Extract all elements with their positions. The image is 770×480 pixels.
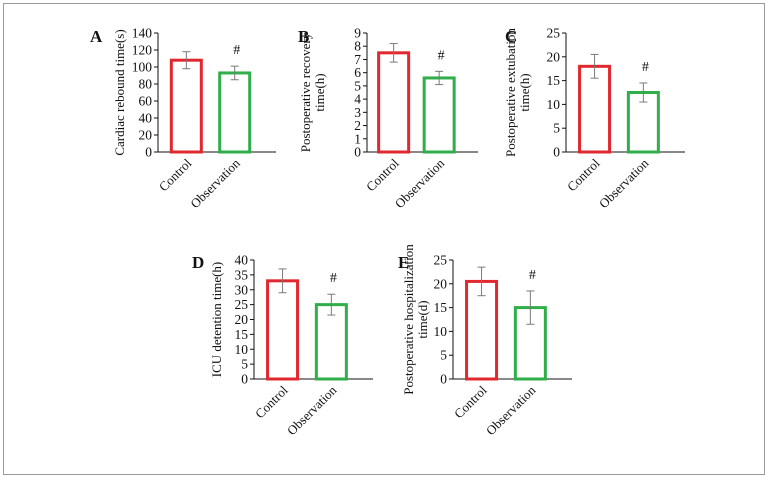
y-tick-label: 20 bbox=[547, 49, 561, 64]
bar-observation bbox=[314, 303, 348, 381]
bar-control bbox=[377, 51, 411, 154]
y-tick-label: 15 bbox=[235, 327, 249, 342]
y-axis-label: Postoperative extubation bbox=[503, 28, 518, 157]
bar-control bbox=[169, 58, 203, 154]
y-tick-label: 15 bbox=[434, 300, 448, 315]
chart-panel-c: C 0 5 10 15 20 25 Postoperative extubation time(… bbox=[503, 26, 685, 211]
x-category-label: Control bbox=[156, 155, 195, 194]
y-axis-label: Postoperative recovery bbox=[298, 32, 313, 152]
panel-letter: B bbox=[298, 27, 309, 46]
bar-observation bbox=[218, 71, 252, 154]
y-tick-label: 1 bbox=[354, 131, 361, 146]
y-tick-label: 20 bbox=[139, 128, 153, 143]
y-tick-label: 3 bbox=[354, 105, 361, 120]
y-tick-label: 25 bbox=[235, 297, 249, 312]
y-tick-label: 30 bbox=[235, 282, 249, 297]
y-tick-label: 10 bbox=[547, 97, 561, 112]
y-tick-label: 0 bbox=[145, 145, 152, 160]
bar-control bbox=[465, 279, 499, 381]
y-tick-label: 0 bbox=[354, 145, 361, 160]
y-tick-label: 9 bbox=[354, 26, 361, 41]
y-axis-label: Cardiac rebound time(s) bbox=[112, 29, 127, 155]
y-axis-label: time(h) bbox=[312, 73, 327, 111]
y-tick-label: 10 bbox=[434, 324, 448, 339]
y-tick-label: 7 bbox=[354, 52, 361, 67]
significance-marker: # bbox=[529, 268, 536, 283]
bar-control bbox=[578, 64, 612, 154]
y-tick-label: 5 bbox=[553, 121, 560, 136]
x-category-label: Control bbox=[363, 155, 402, 194]
y-tick-label: 10 bbox=[235, 342, 249, 357]
y-axis-label: time(d) bbox=[415, 300, 430, 338]
y-tick-label: 40 bbox=[235, 253, 249, 268]
y-tick-label: 140 bbox=[132, 26, 153, 41]
y-tick-label: 5 bbox=[241, 357, 248, 372]
y-tick-label: 0 bbox=[553, 145, 560, 160]
y-tick-label: 15 bbox=[547, 73, 561, 88]
panel-letter: E bbox=[398, 253, 409, 272]
figure-frame bbox=[3, 3, 765, 475]
y-tick-label: 100 bbox=[132, 60, 153, 75]
y-tick-label: 60 bbox=[139, 94, 153, 109]
x-category-label: Observation bbox=[284, 382, 340, 438]
x-category-label: Control bbox=[564, 155, 603, 194]
y-axis-label: Postoperative hospitalization bbox=[401, 244, 416, 395]
y-tick-label: 2 bbox=[354, 118, 361, 133]
y-tick-label: 0 bbox=[440, 372, 447, 387]
y-tick-label: 40 bbox=[139, 111, 153, 126]
panel-letter: C bbox=[505, 27, 517, 46]
significance-marker: # bbox=[233, 43, 240, 58]
y-tick-label: 20 bbox=[434, 276, 448, 291]
chart-panel-e: E 0 5 10 15 20 25 Postoperative hospitalization… bbox=[398, 244, 572, 438]
y-tick-label: 20 bbox=[235, 312, 249, 327]
x-category-label: Observation bbox=[187, 155, 243, 211]
y-tick-label: 5 bbox=[440, 348, 447, 363]
y-axis-label: time(h) bbox=[517, 73, 532, 111]
bar-observation bbox=[422, 76, 456, 154]
y-tick-label: 8 bbox=[354, 39, 361, 54]
y-tick-label: 0 bbox=[241, 372, 248, 387]
y-tick-label: 25 bbox=[547, 26, 561, 41]
y-tick-label: 4 bbox=[354, 92, 361, 107]
x-category-label: Observation bbox=[392, 155, 448, 211]
y-tick-label: 120 bbox=[132, 43, 153, 58]
significance-marker: # bbox=[330, 271, 337, 286]
x-category-label: Observation bbox=[483, 382, 539, 438]
panel-letter: D bbox=[192, 253, 204, 272]
y-tick-label: 80 bbox=[139, 77, 153, 92]
bar-control bbox=[266, 279, 300, 381]
significance-marker: # bbox=[438, 48, 445, 63]
y-tick-label: 35 bbox=[235, 267, 249, 282]
panel-letter: A bbox=[90, 27, 103, 46]
y-tick-label: 6 bbox=[354, 65, 361, 80]
chart-panel-a: A 0 20 40 60 80 100 120 140 Cardiac rebound time(… bbox=[90, 26, 276, 211]
x-category-label: Control bbox=[451, 382, 490, 421]
x-category-label: Control bbox=[252, 382, 291, 421]
significance-marker: # bbox=[642, 60, 649, 75]
y-tick-label: 25 bbox=[434, 253, 448, 268]
x-category-label: Observation bbox=[596, 155, 652, 211]
y-tick-label: 5 bbox=[354, 78, 361, 93]
y-axis-label: ICU detention time(h) bbox=[209, 262, 224, 378]
